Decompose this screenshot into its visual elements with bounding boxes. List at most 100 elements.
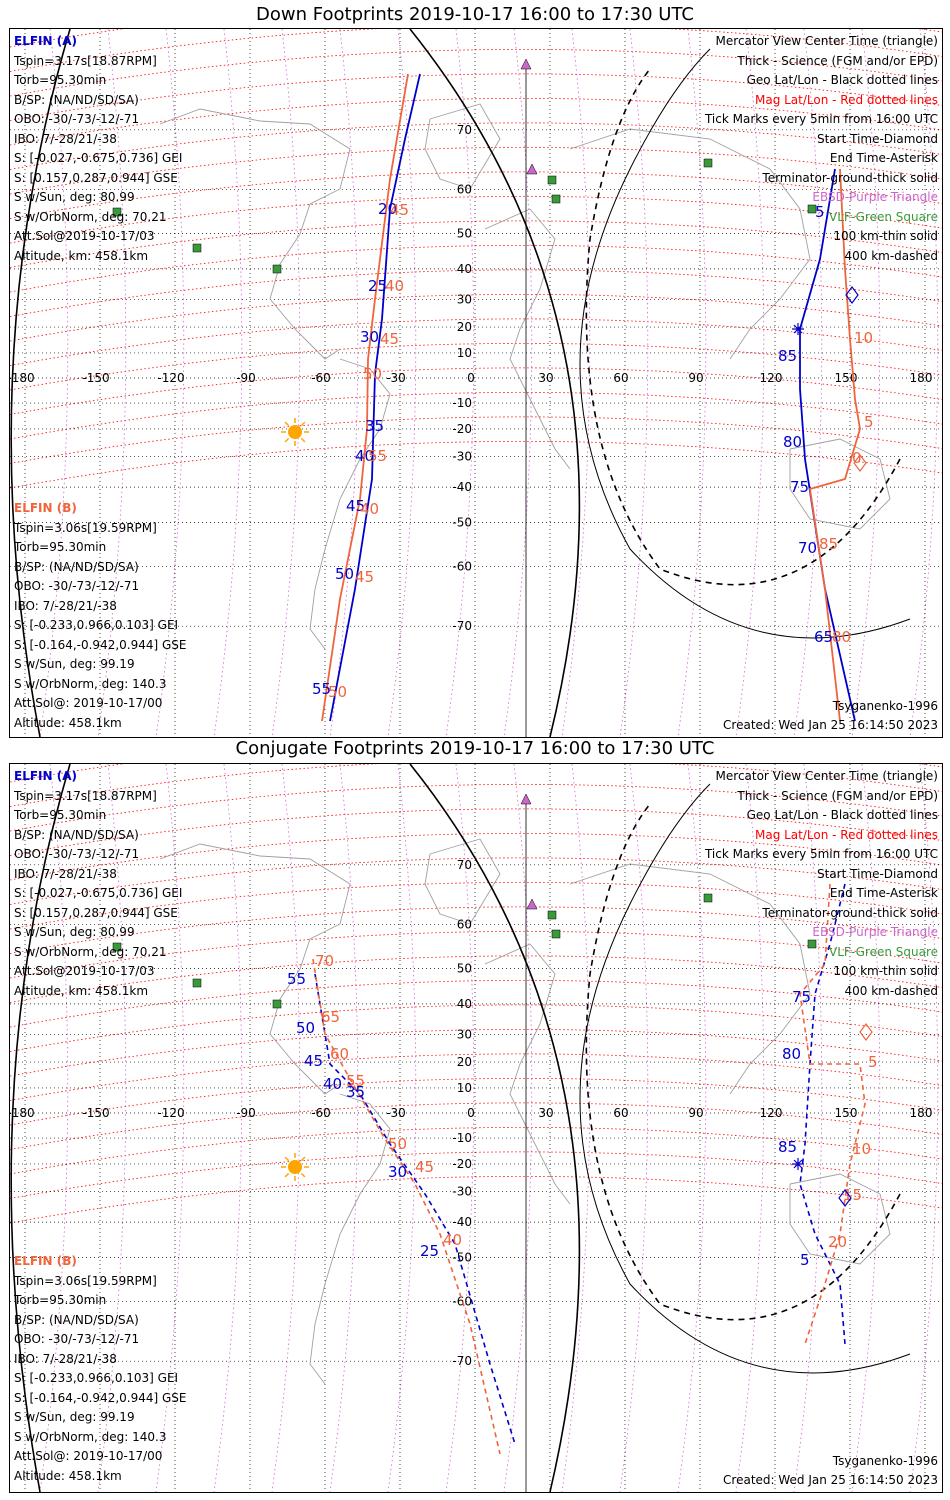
created-label: Created: Wed Jan 25 16:14:50 2023 bbox=[723, 718, 938, 732]
mag-lon-line bbox=[445, 29, 475, 737]
lon-tick-label: 30 bbox=[538, 1106, 553, 1120]
legend-line: Start Time-Diamond bbox=[816, 131, 938, 146]
start-diamond-icon bbox=[845, 286, 859, 304]
lon-tick-label: 60 bbox=[613, 371, 628, 385]
legend-line: Thick - Science (FGM and/or EPD) bbox=[737, 53, 938, 68]
elfin-b-tick-label: 55 bbox=[346, 1072, 365, 1090]
mag-lon-line bbox=[735, 29, 765, 737]
legend-line: Tick Marks every 5min from 16:00 UTC bbox=[704, 847, 938, 861]
elfin-a-line: S: [0.157,0.287,0.944] GSE bbox=[14, 905, 178, 920]
lat-tick-label: 70 bbox=[457, 123, 472, 137]
vlf-square-icon bbox=[807, 939, 817, 949]
elfin-b-tick-label: 40 bbox=[443, 1231, 462, 1249]
lat-tick-label: 30 bbox=[457, 292, 472, 306]
elfin-a-tick-label: 55 bbox=[312, 680, 331, 698]
legend-line: End Time-Asterisk bbox=[829, 151, 938, 165]
ebsd-triangle-icon bbox=[526, 898, 538, 910]
legend-line: Mercator View Center Time (triangle) bbox=[715, 769, 938, 783]
elfin-b-tick-label: 40 bbox=[360, 500, 379, 518]
elfin-a-info: ELFIN (A) Tspin=3.17s[18.87RPM] Torb=95.… bbox=[14, 767, 182, 1001]
terminator-line bbox=[409, 764, 581, 1492]
coastline bbox=[569, 863, 811, 1095]
mag-lat-line bbox=[10, 48, 942, 97]
elfin-a-track bbox=[329, 73, 421, 722]
elfin-a-line: S: [-0.027,-0.675,0.736] GEI bbox=[14, 151, 183, 165]
lon-tick-label: -90 bbox=[236, 371, 256, 385]
elfin-a-tick-label: 45 bbox=[304, 1052, 323, 1070]
lon-tick-label: 90 bbox=[688, 1106, 703, 1120]
legend-line: VLF-Green Square bbox=[829, 209, 938, 224]
mag-lat-line bbox=[10, 171, 942, 219]
mag-lat-line bbox=[10, 318, 942, 366]
sun-ray bbox=[284, 1156, 290, 1162]
map-legend: Mercator View Center Time (triangle) Thi… bbox=[705, 767, 938, 1001]
map-panel-conjugate: -180 -150 -120 -90 -60 -30 0 30 60 90 120 150 180 70 6… bbox=[9, 763, 943, 1493]
coastline bbox=[789, 1173, 891, 1265]
mag-lat-line bbox=[10, 342, 942, 391]
model-label: Tsyganenko-1996 bbox=[832, 699, 938, 713]
mag-lat-line bbox=[10, 764, 942, 807]
elfin-a-tick-label: 70 bbox=[798, 539, 817, 557]
elfin-b-line: OBO: -30/-73/-12/-71 bbox=[14, 1332, 140, 1346]
terminator-400km-line bbox=[585, 803, 901, 1321]
mag-lat-line bbox=[10, 881, 942, 930]
coastline bbox=[309, 1093, 391, 1385]
mag-lat-line bbox=[10, 832, 942, 881]
coastline bbox=[159, 843, 351, 1095]
legend-line: Geo Lat/Lon - Black dotted lines bbox=[746, 808, 938, 822]
coastline bbox=[424, 103, 501, 190]
mag-lon-line bbox=[909, 29, 939, 737]
start-diamond-icon bbox=[859, 1023, 873, 1041]
mag-lon-line bbox=[561, 29, 591, 737]
elfin-b-tick-label: 70 bbox=[315, 952, 334, 970]
mag-lon-line bbox=[503, 764, 533, 1492]
mag-lat-line bbox=[10, 97, 942, 146]
lon-tick-label: 0 bbox=[467, 1106, 475, 1120]
mag-lat-line bbox=[10, 979, 942, 1028]
lon-tick-label: 180 bbox=[910, 371, 933, 385]
mag-lat-line bbox=[10, 391, 942, 440]
elfin-b-tick-label: 40 bbox=[385, 277, 404, 295]
lat-tick-label: -30 bbox=[452, 450, 472, 464]
elfin-b-line: S: [-0.233,0.966,0.103] GEI bbox=[14, 1371, 179, 1385]
lat-tick-label: 50 bbox=[457, 961, 472, 975]
coastline bbox=[424, 838, 501, 925]
elfin-b-line: Torb=95.30min bbox=[14, 540, 107, 554]
elfin-a-line: Tspin=3.17s[18.87RPM] bbox=[14, 53, 157, 68]
elfin-b-line: Tspin=3.06s[19.59RPM] bbox=[14, 520, 157, 535]
start-diamond-icon bbox=[853, 454, 867, 472]
elfin-a-header: ELFIN (A) bbox=[14, 769, 77, 783]
elfin-b-track bbox=[799, 883, 866, 1345]
vlf-square-icon bbox=[192, 978, 202, 988]
elfin-a-tick-label: 55 bbox=[287, 970, 306, 988]
elfin-b-tick-label: 0 bbox=[852, 449, 862, 467]
elfin-b-tick-label: 50 bbox=[388, 1135, 407, 1153]
sun-ray bbox=[300, 421, 306, 427]
lat-tick-label: -30 bbox=[452, 1185, 472, 1199]
mag-lat-line bbox=[10, 930, 942, 979]
mag-lon-line bbox=[619, 29, 649, 737]
elfin-b-tick-label: 10 bbox=[852, 1140, 871, 1158]
mag-lon-line bbox=[329, 764, 359, 1492]
lat-tick-label: 60 bbox=[457, 918, 472, 932]
lon-tick-label: -120 bbox=[157, 1106, 184, 1120]
lat-tick-label: 20 bbox=[457, 1055, 472, 1069]
mag-lon-line bbox=[735, 764, 765, 1492]
sun-ray bbox=[284, 437, 290, 443]
terminator-line bbox=[10, 29, 71, 737]
lon-tick-label: 0 bbox=[467, 371, 475, 385]
legend-line: Tick Marks every 5min from 16:00 UTC bbox=[704, 112, 938, 126]
lon-tick-label: -180 bbox=[10, 1106, 35, 1120]
vlf-square-icon bbox=[807, 204, 817, 214]
mag-lat-line bbox=[10, 1175, 942, 1224]
panel-title-conjugate: Conjugate Footprints 2019-10-17 16:00 to… bbox=[235, 738, 715, 759]
terminator-100km-line bbox=[579, 48, 911, 639]
coastline bbox=[309, 358, 391, 650]
mag-lon-line bbox=[387, 764, 417, 1492]
mag-lon-line bbox=[329, 29, 359, 737]
mag-lat-line bbox=[10, 1102, 942, 1150]
elfin-b-line: S w/Sun, deg: 99.19 bbox=[14, 1410, 135, 1424]
mag-lat-line bbox=[10, 220, 942, 268]
elfin-a-tick-label: 75 bbox=[790, 478, 809, 496]
elfin-a-tick-label: 50 bbox=[296, 1019, 315, 1037]
